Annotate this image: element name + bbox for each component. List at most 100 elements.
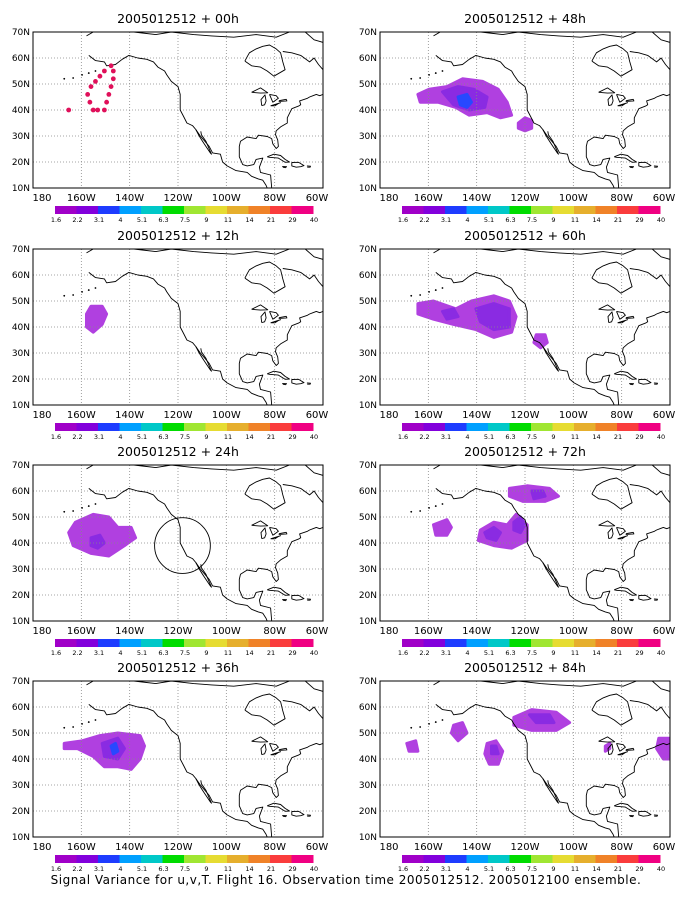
colorbar-swatch	[291, 855, 314, 863]
coastline	[616, 526, 626, 536]
dropsonde-point	[87, 99, 93, 105]
colorbar-label: 7.5	[180, 865, 190, 873]
coastline	[86, 681, 323, 687]
x-tick-label: 160W	[67, 193, 96, 204]
colorbar-label: 40	[310, 649, 318, 657]
island	[441, 503, 444, 505]
panel-frame	[32, 31, 324, 189]
colorbar-label: 9	[551, 433, 555, 441]
colorbar-label: 6.3	[158, 216, 168, 224]
colorbar-swatch	[76, 639, 99, 647]
colorbar-swatch	[531, 855, 553, 863]
colorbar-swatch	[119, 639, 142, 647]
coastline	[617, 319, 629, 324]
coastline	[304, 465, 323, 476]
island	[94, 70, 97, 72]
coastline	[651, 32, 670, 43]
colorbar-swatch	[574, 855, 596, 863]
coastline	[270, 751, 282, 756]
colorbar-label: 11	[571, 649, 579, 657]
map-panel: 2005012512 + 24h 10N 20N 30N 40N 50N 60N 70N 180…	[12, 444, 329, 657]
panel-title: 2005012512 + 12h	[117, 228, 239, 243]
panel-frame	[32, 680, 324, 838]
y-tick-label: 40N	[359, 106, 377, 116]
colorbar-swatch	[291, 206, 314, 214]
x-tick-label: 60W	[653, 193, 676, 204]
coastline	[433, 249, 670, 255]
coastline	[638, 810, 652, 817]
colorbar-label: 1.6	[398, 649, 408, 657]
coastline	[638, 594, 652, 601]
island	[410, 294, 413, 297]
panel-plot-area	[380, 465, 670, 621]
colorbar-label: 1.6	[398, 216, 408, 224]
x-tick-label: 160W	[414, 842, 443, 853]
y-tick-label: 50N	[359, 80, 377, 90]
y-tick-label: 40N	[12, 106, 30, 116]
coastline	[278, 531, 288, 535]
island	[81, 74, 83, 76]
x-tick-label: 180	[32, 842, 51, 853]
colorbar-swatch	[270, 206, 292, 214]
colorbar-swatch	[98, 206, 120, 214]
y-tick-label: 70N	[12, 677, 30, 687]
coastline	[260, 743, 267, 756]
colorbar-label: 29	[635, 216, 643, 224]
coastline	[88, 54, 268, 188]
colorbar-label: 1.6	[51, 865, 61, 873]
island	[410, 77, 413, 80]
y-tick-label: 20N	[359, 158, 377, 168]
colorbar-label: 40	[310, 433, 318, 441]
colorbar-label: 6.3	[505, 216, 515, 224]
colorbar-label: 29	[635, 433, 643, 441]
colorbar-swatch	[574, 423, 596, 431]
colorbar-label: 21	[614, 216, 622, 224]
colorbar-label: 3.1	[441, 216, 451, 224]
dropsonde-point	[101, 68, 107, 74]
coastline	[638, 378, 652, 385]
coastline	[291, 378, 305, 385]
island	[87, 72, 90, 74]
x-tick-label: 60W	[653, 410, 676, 421]
coastline	[291, 594, 305, 601]
y-tick-label: 40N	[359, 539, 377, 549]
island	[81, 507, 83, 509]
y-tick-label: 20N	[359, 375, 377, 385]
dropsonde-point	[104, 99, 110, 105]
x-tick-label: 140W	[462, 193, 491, 204]
coastline	[251, 520, 269, 527]
island	[441, 70, 444, 72]
colorbar-label: 7.5	[527, 865, 537, 873]
y-tick-label: 10N	[359, 401, 377, 411]
x-tick-label: 120W	[511, 410, 540, 421]
y-tick-label: 30N	[12, 132, 30, 142]
y-tick-label: 70N	[359, 461, 377, 471]
x-tick-label: 160W	[414, 193, 443, 204]
coastline	[585, 524, 670, 621]
colorbar-swatch	[227, 855, 249, 863]
colorbar-label: 4	[118, 865, 122, 873]
variance-region	[483, 525, 502, 542]
x-tick-label: 120W	[164, 410, 193, 421]
y-tick-label: 70N	[359, 28, 377, 38]
coastline	[614, 153, 637, 163]
colorbar-swatch	[291, 423, 314, 431]
colorbar-swatch	[270, 855, 292, 863]
colorbar-swatch	[423, 423, 446, 431]
coastline	[653, 382, 658, 385]
variance-region	[432, 518, 453, 537]
colorbar-label: 11	[224, 649, 232, 657]
y-tick-label: 10N	[12, 401, 30, 411]
island	[410, 510, 413, 513]
panel-plot-area	[380, 249, 670, 405]
colorbar-swatch	[552, 639, 575, 647]
colorbar-label: 1.6	[51, 649, 61, 657]
coastline	[629, 814, 635, 818]
x-tick-label: 100W	[559, 626, 588, 637]
coastline	[625, 315, 635, 319]
colorbar-swatch	[119, 206, 142, 214]
coastline	[260, 527, 267, 540]
colorbar-swatch	[531, 206, 553, 214]
colorbar-label: 3.1	[94, 865, 104, 873]
coastline	[607, 311, 614, 324]
